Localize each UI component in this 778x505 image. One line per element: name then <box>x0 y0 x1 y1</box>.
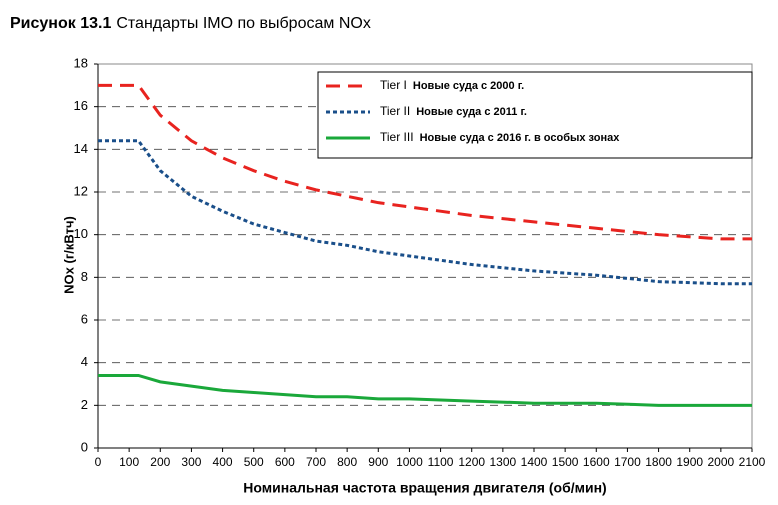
legend-note: Новые суда с 2000 г. <box>413 80 524 92</box>
x-tick-label: 1500 <box>552 455 579 469</box>
x-tick-label: 1200 <box>458 455 485 469</box>
figure-label: Рисунок 13.1 <box>10 15 111 32</box>
x-tick-label: 1800 <box>645 455 672 469</box>
legend-label: Tier III <box>380 130 414 144</box>
series-line <box>98 139 752 286</box>
legend-label: Tier II <box>380 104 410 118</box>
x-tick-label: 1700 <box>614 455 641 469</box>
legend-label: Tier I <box>380 78 407 92</box>
x-tick-label: 900 <box>368 455 388 469</box>
x-axis-label: Номинальная частота вращения двигателя (… <box>243 480 606 496</box>
x-tick-label: 1900 <box>676 455 703 469</box>
x-tick-label: 1400 <box>521 455 548 469</box>
y-tick-label: 0 <box>81 439 88 454</box>
x-tick-label: 2100 <box>739 455 766 469</box>
y-tick-label: 16 <box>74 98 88 113</box>
x-tick-label: 500 <box>244 455 264 469</box>
x-tick-label: 100 <box>119 455 139 469</box>
y-tick-label: 6 <box>81 311 88 326</box>
x-tick-label: 1300 <box>490 455 517 469</box>
series-line <box>98 83 752 241</box>
x-tick-label: 800 <box>337 455 357 469</box>
x-tick-label: 1600 <box>583 455 610 469</box>
x-tick-label: 1100 <box>428 455 454 469</box>
y-axis-label: NOx (г/кВтч) <box>61 216 76 294</box>
y-tick-label: 12 <box>74 183 88 198</box>
y-tick-label: 18 <box>74 55 88 70</box>
legend-box <box>317 71 753 159</box>
y-tick-label: 2 <box>81 397 88 412</box>
x-tick-label: 0 <box>95 455 102 469</box>
y-tick-label: 10 <box>74 226 88 241</box>
x-tick-label: 700 <box>306 455 326 469</box>
y-tick-label: 4 <box>81 354 88 369</box>
x-tick-label: 300 <box>181 455 201 469</box>
x-tick-label: 2000 <box>708 455 735 469</box>
x-tick-label: 1000 <box>396 455 423 469</box>
x-tick-label: 400 <box>213 455 233 469</box>
legend-note: Новые суда с 2011 г. <box>416 106 527 118</box>
y-tick-label: 8 <box>81 269 88 284</box>
series-line <box>98 373 752 407</box>
legend-note: Новые суда с 2016 г. в особых зонах <box>420 132 621 144</box>
x-tick-label: 600 <box>275 455 295 469</box>
y-tick-label: 14 <box>74 141 88 156</box>
x-tick-label: 200 <box>150 455 170 469</box>
chart-title: Стандарты IMO по выбросам NOx <box>116 15 370 32</box>
